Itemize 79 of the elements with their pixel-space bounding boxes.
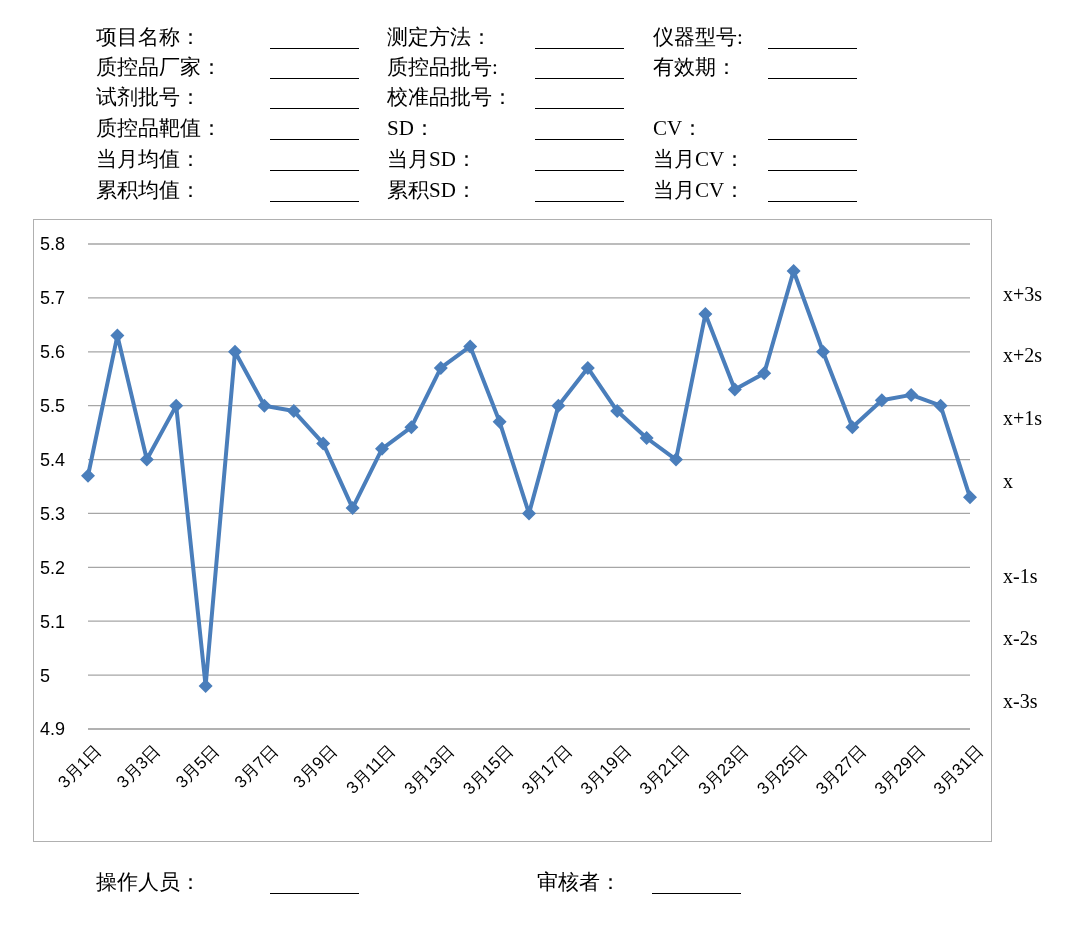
point <box>463 339 478 354</box>
point <box>874 393 889 408</box>
point <box>345 501 360 516</box>
point <box>786 263 801 278</box>
point <box>169 398 184 413</box>
text: x-3s <box>1003 689 1038 714</box>
point <box>375 441 389 456</box>
x-tick-label: 3月5日 <box>172 740 223 792</box>
text: 测定方法： <box>387 24 492 50</box>
text: x+3s <box>1003 282 1043 307</box>
point <box>639 431 654 445</box>
y-tick-label: 5.2 <box>40 557 66 578</box>
point <box>551 398 566 413</box>
text: 当月均值： <box>96 146 201 172</box>
point <box>81 468 95 483</box>
point <box>669 452 683 467</box>
x-tick-label: 3月7日 <box>230 740 282 792</box>
point <box>139 452 154 467</box>
text: 质控品批号: <box>387 54 498 80</box>
text: x-2s <box>1003 626 1038 651</box>
point <box>933 398 948 413</box>
text: 校准品批号： <box>387 84 513 110</box>
text: 仪器型号: <box>653 24 743 50</box>
text: x+2s <box>1003 343 1043 368</box>
y-tick-label: 4.9 <box>40 719 66 740</box>
point <box>257 398 272 413</box>
x-tick-label: 3月17日 <box>518 740 576 799</box>
text: x+1s <box>1003 406 1043 431</box>
x-tick-label: 3月13日 <box>400 740 459 799</box>
x-tick-label: 3月25日 <box>753 740 811 799</box>
text: 项目名称： <box>96 24 201 50</box>
text: 累积均值： <box>96 177 201 203</box>
point <box>433 360 448 375</box>
x-tick-label: 3月11日 <box>342 740 400 798</box>
text: 当月CV： <box>653 177 746 203</box>
text: x <box>1003 469 1013 494</box>
text: 质控品厂家： <box>96 54 222 80</box>
y-tick-label: 5 <box>40 665 51 686</box>
x-tick-label: 3月29日 <box>870 740 929 799</box>
point <box>492 414 507 429</box>
y-tick-label: 5.7 <box>40 288 66 309</box>
point <box>580 360 595 375</box>
point <box>404 420 419 435</box>
x-tick-label: 3月19日 <box>576 740 635 799</box>
point <box>316 436 331 451</box>
text: 试剂批号： <box>96 84 201 110</box>
text: 质控品靶值： <box>96 115 222 141</box>
point <box>904 387 919 402</box>
text: 操作人员： <box>96 869 201 895</box>
x-tick-label: 3月27日 <box>812 740 870 799</box>
point <box>963 490 977 505</box>
point <box>228 344 242 359</box>
x-tick-label: 3月1日 <box>54 740 106 792</box>
y-tick-label: 5.6 <box>40 342 66 363</box>
text: 累积SD： <box>387 177 477 203</box>
x-tick-label: 3月15日 <box>459 740 517 799</box>
text: 当月SD： <box>387 146 477 172</box>
x-tick-label: 3月3日 <box>113 740 165 792</box>
text: CV： <box>653 115 704 141</box>
x-tick-label: 3月21日 <box>635 740 694 799</box>
y-tick-label: 5.5 <box>40 396 66 417</box>
text: x-1s <box>1003 564 1038 589</box>
y-tick-label: 5.8 <box>40 234 66 255</box>
point <box>845 420 860 435</box>
text: 当月CV： <box>653 146 746 172</box>
y-tick-label: 5.1 <box>40 611 66 632</box>
y-tick-label: 5.3 <box>40 503 66 524</box>
point <box>757 366 772 381</box>
x-tick-label: 3月9日 <box>289 740 341 792</box>
x-tick-label: 3月31日 <box>929 740 988 799</box>
text: SD： <box>387 115 435 141</box>
point <box>286 404 301 419</box>
x-tick-label: 3月23日 <box>694 740 753 799</box>
y-tick-label: 5.4 <box>40 449 66 470</box>
point <box>610 404 625 419</box>
text: 有效期： <box>653 54 737 80</box>
point <box>727 382 742 397</box>
point <box>816 344 830 359</box>
text: 审核者： <box>537 869 621 895</box>
